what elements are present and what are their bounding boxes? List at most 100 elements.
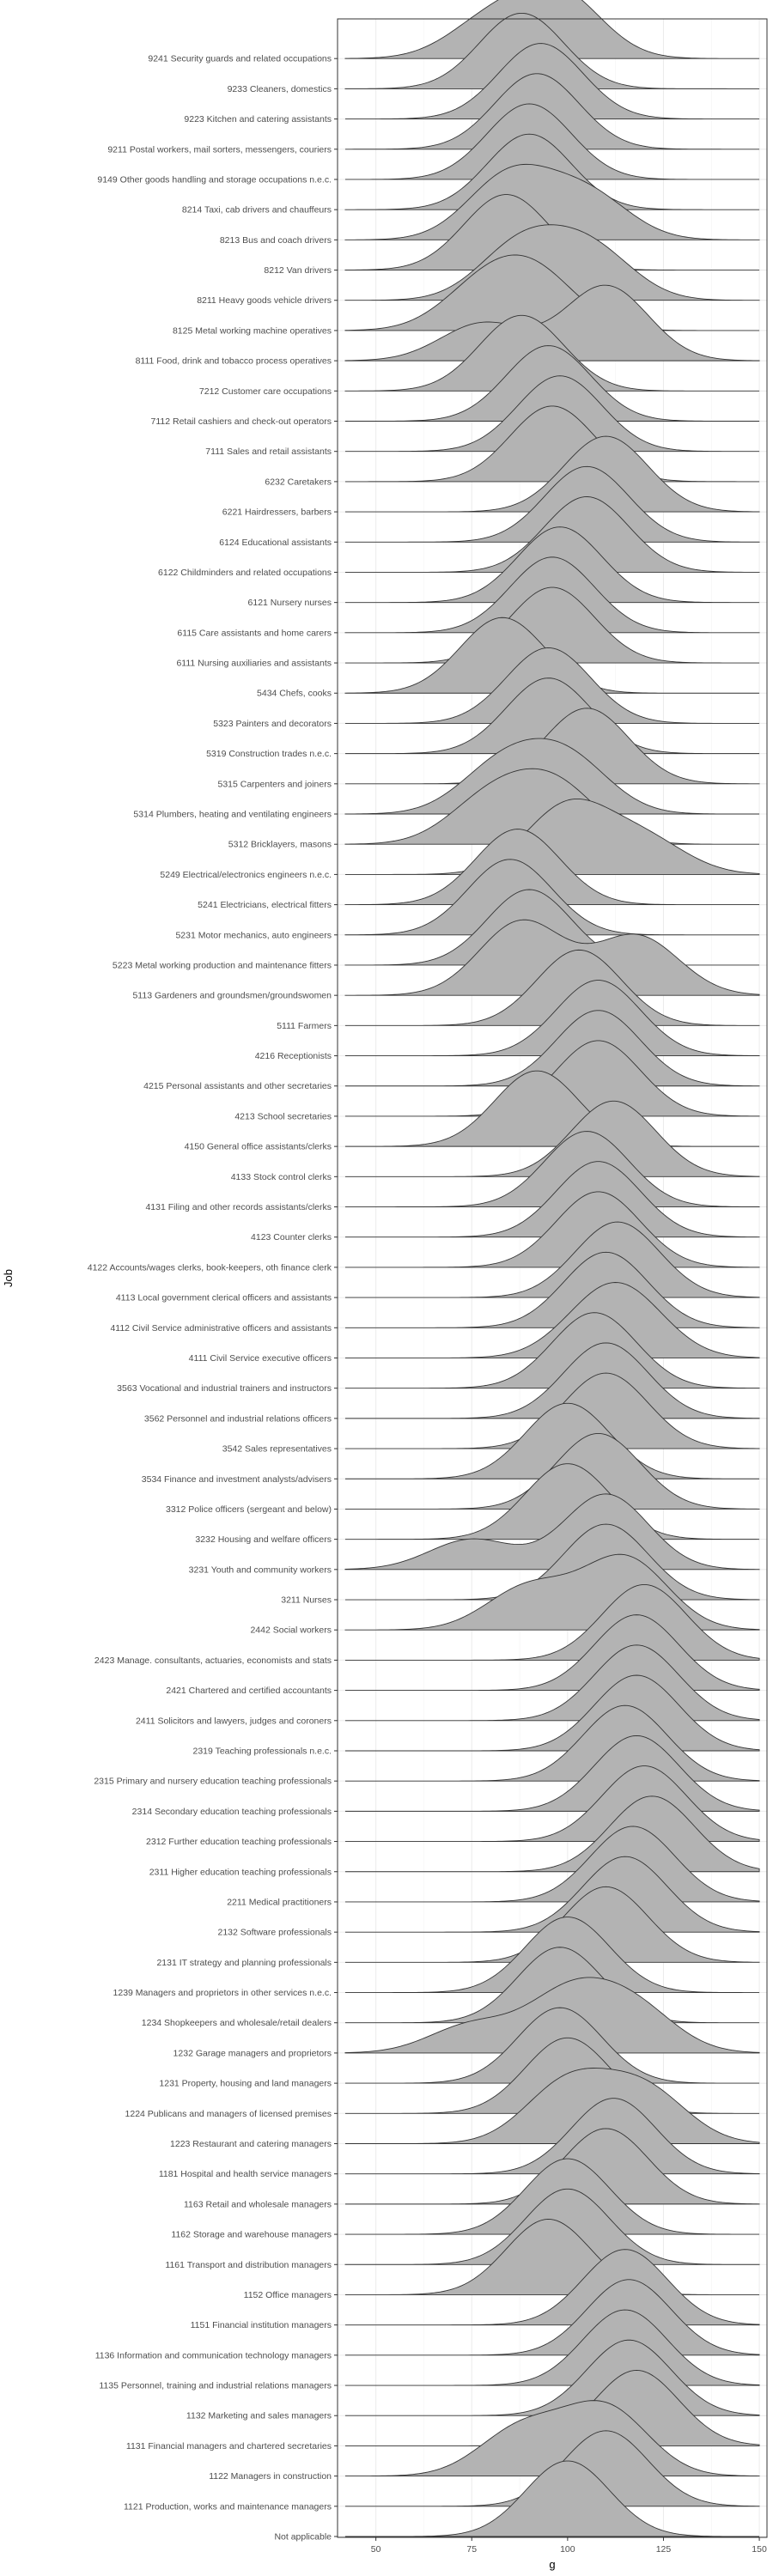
y-tick-label: 2211 Medical practitioners xyxy=(227,1897,332,1907)
y-tick-label: 5111 Farmers xyxy=(277,1021,332,1031)
y-tick-label: 3231 Youth and community workers xyxy=(189,1564,332,1575)
ridge-density-29 xyxy=(344,859,760,936)
ridge-density-4 xyxy=(344,103,760,180)
y-tick-label: 4215 Personal assistants and other secre… xyxy=(143,1081,332,1091)
y-tick-label: 5249 Electrical/electronics engineers n.… xyxy=(160,870,332,880)
ridge-density-16 xyxy=(344,465,760,543)
ridge-density-45 xyxy=(344,1342,760,1419)
ridge-density-70 xyxy=(344,2098,760,2175)
y-tick-label: 7112 Retail cashiers and check-out opera… xyxy=(150,416,332,427)
y-tick-label: 7111 Sales and retail assistants xyxy=(205,447,332,457)
y-tick-label: 2421 Chartered and certified accountants xyxy=(166,1686,332,1696)
y-tick-label: 1131 Financial managers and chartered se… xyxy=(126,2441,332,2451)
ridge-density-50 xyxy=(344,1493,760,1571)
y-tick-label: 1163 Retail and wholesale managers xyxy=(184,2199,332,2209)
ridge-density-41 xyxy=(344,1221,760,1298)
x-tick-label: 125 xyxy=(656,2544,672,2555)
y-tick-label: 3542 Sales representatives xyxy=(222,1444,332,1455)
y-tick-label: 5113 Gardeners and groundsmen/groundswom… xyxy=(132,991,332,1001)
y-tick-label: 6121 Nursery nurses xyxy=(248,598,332,608)
ridge-density-28 xyxy=(344,829,760,906)
y-tick-label: 8213 Bus and coach drivers xyxy=(220,235,332,246)
ridge-density-33 xyxy=(344,980,760,1056)
y-tick-label: 1152 Office managers xyxy=(244,2290,332,2300)
y-tick-label: 1135 Personnel, training and industrial … xyxy=(99,2381,332,2391)
y-tick-label: 8214 Taxi, cab drivers and chauffeurs xyxy=(182,205,332,216)
y-tick-label: 2132 Software professionals xyxy=(218,1928,332,1938)
y-tick-label: 9223 Kitchen and catering assistants xyxy=(184,114,332,125)
ridge-density-26 xyxy=(344,768,760,845)
y-tick-label: 2319 Teaching professionals n.e.c. xyxy=(193,1746,332,1756)
ridge-density-6 xyxy=(344,163,760,240)
ridge-density-14 xyxy=(344,405,760,483)
y-tick-label: 8111 Food, drink and tobacco process ope… xyxy=(136,356,332,367)
y-tick-label: 2315 Primary and nursery education teach… xyxy=(94,1777,332,1787)
y-tick-label: Not applicable xyxy=(274,2532,332,2543)
ridge-density-62 xyxy=(344,1856,760,1933)
y-tick-label: 6221 Hairdressers, barbers xyxy=(222,507,332,518)
y-tick-label: 8211 Heavy goods vehicle drivers xyxy=(197,295,332,306)
y-tick-label: 1161 Transport and distribution managers xyxy=(165,2260,332,2270)
y-tick-label: 5223 Metal working production and mainte… xyxy=(113,960,332,970)
y-tick-label: 1232 Garage managers and proprietors xyxy=(173,2048,332,2058)
y-tick-label: 4150 General office assistants/clerks xyxy=(185,1142,332,1152)
ridge-density-69 xyxy=(344,2068,760,2144)
y-tick-label: 6115 Care assistants and home carers xyxy=(177,628,332,638)
ridge-density-74 xyxy=(344,2219,760,2295)
y-tick-label: 5312 Bricklayers, masons xyxy=(228,840,332,850)
ridge-density-38 xyxy=(344,1131,760,1207)
y-tick-label: 7212 Customer care occupations xyxy=(199,386,332,397)
x-tick-label: 150 xyxy=(752,2544,767,2555)
y-tick-label: 4122 Accounts/wages clerks, book-keepers… xyxy=(88,1262,332,1273)
y-tick-label: 3562 Personnel and industrial relations … xyxy=(144,1413,332,1424)
y-tick-label: 4131 Filing and other records assistants… xyxy=(145,1202,332,1212)
y-tick-label: 5319 Construction trades n.e.c. xyxy=(206,749,332,759)
ridge-density-20 xyxy=(344,586,760,664)
y-tick-label: 4133 Stock control clerks xyxy=(231,1172,332,1182)
y-tick-label: 1224 Publicans and managers of licensed … xyxy=(125,2109,332,2119)
y-tick-label: 9149 Other goods handling and storage oc… xyxy=(97,174,332,185)
ridge-density-34 xyxy=(344,1010,760,1087)
y-tick-label: 6232 Caretakers xyxy=(265,477,332,487)
y-tick-label: 1231 Property, housing and land managers xyxy=(159,2079,332,2089)
ridge-density-47 xyxy=(344,1402,760,1479)
y-tick-label: 1234 Shopkeepers and wholesale/retail de… xyxy=(142,2018,332,2028)
ridge-density-43 xyxy=(344,1282,760,1358)
y-tick-label: 1136 Information and communication techn… xyxy=(95,2350,332,2360)
ridges-layer xyxy=(344,0,760,2537)
ridge-density-80 xyxy=(344,2400,760,2477)
y-tick-label: 2312 Further education teaching professi… xyxy=(146,1837,332,1847)
ridge-density-49 xyxy=(344,1463,760,1540)
y-tick-label: 4112 Civil Service administrative office… xyxy=(110,1323,332,1334)
y-tick-label: 5323 Painters and decorators xyxy=(213,719,332,729)
ridge-density-36 xyxy=(344,1070,760,1147)
ridge-density-44 xyxy=(344,1312,760,1389)
ridge-density-82 xyxy=(344,2460,760,2537)
y-tick-label: 3563 Vocational and industrial trainers … xyxy=(117,1383,332,1394)
y-tick-label: 1121 Production, works and maintenance m… xyxy=(124,2501,332,2512)
ridge-density-32 xyxy=(344,949,760,1026)
y-tick-label: 4216 Receptionists xyxy=(255,1051,332,1061)
y-tick-label: 2314 Secondary education teaching profes… xyxy=(132,1807,332,1817)
ridge-density-68 xyxy=(344,2037,760,2114)
y-tick-label: 4111 Civil Service executive officers xyxy=(189,1353,332,1364)
ridge-density-30 xyxy=(344,889,760,966)
y-tick-label: 5314 Plumbers, heating and ventilating e… xyxy=(133,810,332,820)
ridge-density-0 xyxy=(344,0,760,59)
y-tick-label: 8212 Van drivers xyxy=(264,265,332,276)
ridge-density-65 xyxy=(344,1947,760,2024)
ridge-density-10 xyxy=(344,284,760,361)
ridge-density-27 xyxy=(344,798,760,875)
y-tick-label: 2442 Social workers xyxy=(250,1625,332,1636)
y-tick-label: 1223 Restaurant and catering managers xyxy=(170,2139,332,2149)
y-tick-label: 3232 Housing and welfare officers xyxy=(195,1534,332,1545)
y-axis-title: Job xyxy=(2,1269,15,1287)
y-tick-label: 9233 Cleaners, domestics xyxy=(228,84,332,94)
ridge-density-3 xyxy=(344,73,760,150)
ridge-density-31 xyxy=(344,919,760,996)
y-tick-label: 5315 Carpenters and joiners xyxy=(217,779,332,789)
ridge-density-23 xyxy=(344,677,760,755)
y-tick-label: 1132 Marketing and sales managers xyxy=(186,2411,332,2421)
y-tick-label: 2423 Manage. consultants, actuaries, eco… xyxy=(94,1656,332,1666)
y-tick-label: 1162 Storage and warehouse managers xyxy=(171,2230,332,2240)
